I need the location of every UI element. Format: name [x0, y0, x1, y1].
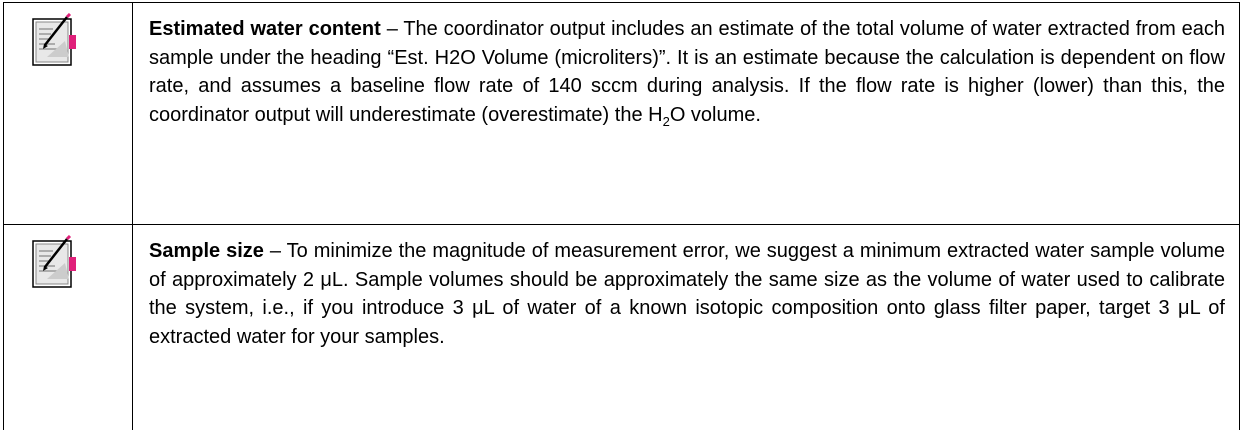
- note-body: – The coordinator output includes an est…: [149, 18, 1225, 126]
- note-term: Sample size: [149, 240, 264, 262]
- note-text: Estimated water content – The coordinato…: [132, 2, 1240, 225]
- note-text: Sample size – To minimize the magnitude …: [132, 224, 1240, 430]
- note-icon: [32, 13, 76, 66]
- note-term: Estimated water content: [149, 18, 381, 40]
- note-icon: [32, 235, 76, 288]
- note-body: – To minimize the magnitude of measureme…: [149, 240, 1225, 348]
- note-row: Sample size – To minimize the magnitude …: [3, 224, 1240, 430]
- icon-cell: [3, 224, 133, 430]
- icon-cell: [3, 2, 133, 225]
- notes-table: Estimated water content – The coordinato…: [3, 2, 1240, 430]
- subscript: 2: [662, 113, 670, 129]
- note-body: O volume.: [669, 103, 761, 126]
- note-row: Estimated water content – The coordinato…: [3, 2, 1240, 225]
